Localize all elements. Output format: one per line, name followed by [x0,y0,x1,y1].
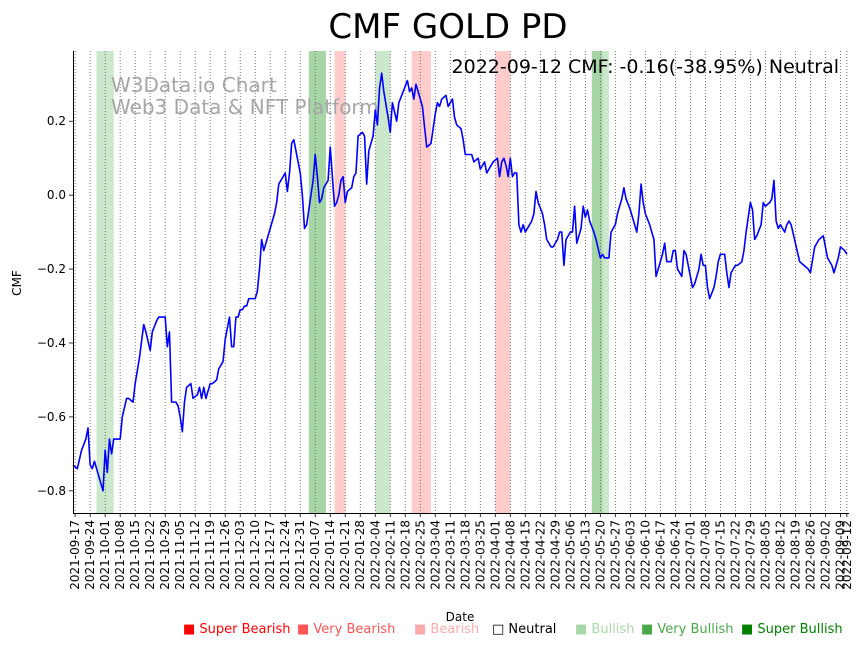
x-tick-label: 2022-05-20 [593,520,607,590]
y-tick-label: −0.4 [37,336,66,350]
legend-item-super-bullish: ■ Super Bullish [741,622,843,637]
sentiment-bands [96,51,609,513]
x-tick-label: 2022-07-15 [713,520,727,590]
y-tick-label: 0.0 [47,188,66,202]
x-tick-label: 2021-10-01 [98,520,112,590]
x-tick-label: 2022-04-29 [548,520,562,590]
x-tick-label: 2022-07-29 [743,520,757,590]
x-tick-label: 2022-04-15 [518,520,532,590]
x-tick-label: 2022-02-04 [368,520,382,590]
x-axis-label: Date [446,610,475,624]
x-tick-label: 2022-05-06 [563,520,577,590]
x-tick-label: 2021-09-24 [83,520,97,590]
x-tick-label: 2022-05-13 [578,520,592,590]
x-tick-label: 2021-09-17 [68,520,82,590]
x-tick-label: 2022-01-14 [323,520,337,590]
x-tick-label: 2022-03-11 [443,520,457,590]
x-tick-label: 2021-12-03 [233,520,247,590]
x-tick-label: 2022-07-01 [683,520,697,590]
x-tick-label: 2021-11-05 [173,520,187,590]
x-tick-label: 2021-11-26 [218,520,232,590]
x-tick-label: 2022-09-12 [840,520,854,590]
x-tick-label: 2022-02-18 [398,520,412,590]
x-tick-label: 2022-02-25 [413,520,427,590]
legend-item-bullish: ■ Bullish [575,622,634,637]
axes [73,51,849,514]
watermark-line-2: Web3 Data & NFT Platform [111,95,379,119]
legend-item-super-bearish: ■ Super Bearish [183,622,291,637]
x-tick-label: 2022-09-09 [833,520,847,590]
watermark-line-1: W3Data.io Chart [111,73,277,97]
y-tick-label: −0.8 [37,484,66,498]
x-ticks: 2021-09-17 2021-09-24 2021-10-01 2021-10-08… [68,513,854,590]
band-very-bullish-6 [591,51,603,513]
x-tick-label: 2022-08-05 [758,520,772,590]
x-tick-label: 2022-06-24 [668,520,682,590]
x-tick-label: 2022-03-04 [428,520,442,590]
band-bullish-3 [375,51,391,513]
x-tick-label: 2022-07-08 [698,520,712,590]
x-tick-label: 2022-09-02 [818,520,832,590]
cmf-series-line [72,72,848,492]
y-tick-label: −0.6 [37,410,66,424]
legend-item-very-bullish: ■ Very Bullish [641,622,733,637]
x-tick-label: 2022-02-11 [383,520,397,590]
x-tick-label: 2022-03-25 [473,520,487,590]
x-tick-label: 2021-11-12 [188,520,202,590]
x-tick-label: 2021-12-17 [263,520,277,590]
watermark: W3Data.io Chart Web3 Data & NFT Platform [111,73,379,119]
y-ticks: −0.8 −0.6 −0.4 −0.2 0.0 0.2 [37,114,73,498]
band-very-bullish-1 [308,51,326,513]
x-tick-label: 2021-11-19 [203,520,217,590]
x-tick-label: 2021-12-31 [293,520,307,590]
x-gridlines [74,51,848,513]
x-tick-label: 2021-10-22 [143,520,157,590]
y-tick-label: 0.2 [47,114,66,128]
x-tick-label: 2022-03-18 [458,520,472,590]
x-tick-label: 2022-06-17 [653,520,667,590]
x-tick-label: 2021-10-08 [113,520,127,590]
x-tick-label: 2022-01-21 [338,520,352,590]
chart-title: CMF GOLD PD [328,7,567,47]
x-tick-label: 2022-04-01 [488,520,502,590]
legend: ■ Super Bearish ■ Very Bearish ■ Bearish □ … [183,622,843,637]
legend-item-bearish: ■ Bearish [414,622,479,637]
legend-item-very-bearish: ■ Very Bearish [297,622,395,637]
band-bearish-4 [411,51,431,513]
x-tick-label: 2022-04-22 [533,520,547,590]
latest-value-annotation: 2022-09-12 CMF: -0.16(-38.95%) Neutral [452,56,839,78]
x-tick-label: 2022-07-22 [728,520,742,590]
x-tick-label: 2022-06-03 [623,520,637,590]
x-tick-label: 2022-05-27 [608,520,622,590]
band-bearish-2 [334,51,346,513]
x-tick-label: 2022-06-10 [638,520,652,590]
x-tick-label: 2021-10-29 [158,520,172,590]
x-tick-label: 2021-10-15 [128,520,142,590]
x-tick-label: 2022-08-19 [788,520,802,590]
x-tick-label: 2022-01-07 [308,520,322,590]
y-tick-label: −0.2 [37,262,66,276]
legend-item-neutral: □ Neutral [492,622,556,637]
x-tick-label: 2022-04-08 [503,520,517,590]
y-axis-label: CMF [10,270,24,296]
band-bearish-5 [495,51,511,513]
x-tick-label: 2022-01-28 [353,520,367,590]
x-tick-label: 2022-08-26 [803,520,817,590]
x-tick-label: 2022-08-12 [773,520,787,590]
band-bullish-7 [602,51,609,513]
x-tick-label: 2021-12-10 [248,520,262,590]
x-tick-label: 2021-12-24 [278,520,292,590]
